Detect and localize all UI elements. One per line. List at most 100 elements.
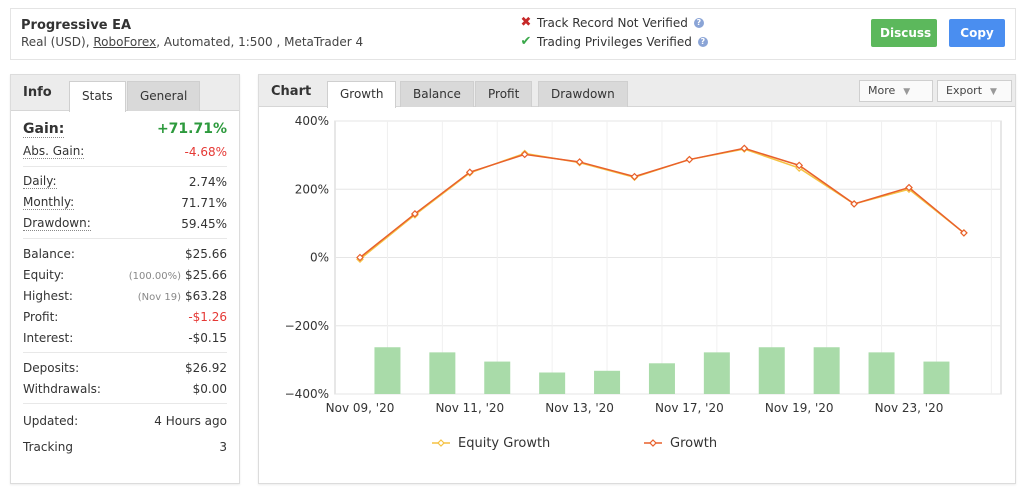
series-point	[740, 144, 749, 153]
equity-row: Equity: (100.00%) $25.66	[23, 264, 227, 285]
bar	[758, 347, 785, 394]
y-tick-label: −200%	[285, 319, 329, 333]
x-tick-label: Nov 13, '20	[545, 401, 614, 415]
export-dropdown[interactable]: Export ▼	[937, 80, 1012, 102]
equity-value: $25.66	[185, 267, 227, 282]
bar	[703, 352, 730, 394]
withdrawals-value: $0.00	[192, 381, 227, 396]
bar	[484, 361, 511, 394]
deposits-value: $26.92	[185, 360, 227, 375]
bar	[374, 347, 401, 394]
tracking-row: Tracking 3	[23, 434, 227, 460]
discuss-button[interactable]: Discuss	[871, 19, 937, 47]
help-icon[interactable]: ?	[693, 17, 704, 28]
divider	[23, 352, 227, 353]
info-tabbar: Info Stats General	[11, 75, 239, 112]
x-tick-label: Nov 19, '20	[765, 401, 834, 415]
cross-icon: ✖	[520, 15, 532, 30]
monthly-label: Monthly:	[23, 195, 75, 210]
divider	[23, 238, 227, 239]
series-point	[795, 161, 804, 170]
interest-value: -$0.15	[188, 330, 227, 345]
deposits-label: Deposits:	[23, 360, 80, 375]
drawdown-value: 59.45%	[181, 216, 227, 231]
updated-row: Updated: 4 Hours ago	[23, 408, 227, 434]
x-tick-label: Nov 11, '20	[435, 401, 504, 415]
chevron-down-icon: ▼	[903, 87, 911, 97]
series-point	[685, 155, 694, 164]
bar	[539, 372, 566, 394]
balance-row: Balance: $25.66	[23, 243, 227, 264]
series-point	[356, 253, 364, 262]
bar	[923, 361, 950, 394]
legend-label: Equity Growth	[458, 436, 550, 451]
bar	[648, 363, 675, 394]
tracking-value: 3	[219, 440, 227, 454]
divider	[23, 166, 227, 167]
highest-value: $63.28	[185, 288, 227, 303]
bar	[594, 370, 621, 394]
abs-gain-label: Abs. Gain:	[23, 144, 85, 159]
bar	[813, 347, 840, 394]
equity-note: (100.00%)	[128, 270, 181, 282]
balance-label: Balance:	[23, 246, 75, 261]
monthly-row: Monthly: 71.71%	[23, 192, 227, 213]
more-dropdown[interactable]: More ▼	[859, 80, 933, 102]
info-label: Info	[23, 85, 52, 100]
account-header: Progressive EA Real (USD), RoboForex, Au…	[10, 8, 1016, 60]
balance-value: $25.66	[185, 246, 227, 261]
y-tick-label: 400%	[295, 114, 329, 128]
chevron-down-icon: ▼	[990, 87, 997, 97]
series-point	[411, 209, 419, 218]
series-point	[960, 229, 968, 237]
daily-row: Daily: 2.74%	[23, 171, 227, 192]
highest-value-group: (Nov 19) $63.28	[138, 289, 227, 303]
abs-gain-row: Abs. Gain: -4.68%	[23, 141, 227, 162]
account-subtitle: Real (USD), RoboForex, Automated, 1:500 …	[21, 35, 363, 49]
tracking-label: Tracking	[23, 440, 73, 454]
bar	[868, 352, 895, 394]
help-icon[interactable]: ?	[697, 36, 708, 47]
series-point	[520, 150, 529, 159]
tab-drawdown[interactable]: Drawdown	[538, 81, 628, 107]
legend-marker	[649, 439, 657, 447]
abs-gain-value: -4.68%	[184, 144, 227, 159]
monthly-value: 71.71%	[181, 195, 227, 210]
check-icon: ✔	[520, 34, 532, 49]
stats-list: Gain: +71.71% Abs. Gain: -4.68% Daily: 2…	[11, 117, 239, 460]
tab-profit[interactable]: Profit	[475, 81, 533, 107]
daily-label: Daily:	[23, 174, 57, 189]
export-label: Export	[946, 84, 983, 97]
gain-label: Gain:	[23, 120, 65, 138]
profit-label: Profit:	[23, 309, 59, 324]
account-details: , Automated, 1:500 , MetaTrader 4	[156, 35, 364, 49]
x-tick-label: Nov 09, '20	[326, 401, 395, 415]
interest-label: Interest:	[23, 330, 74, 345]
series-point	[905, 183, 913, 192]
withdrawals-row: Withdrawals: $0.00	[23, 378, 227, 399]
trading-privileges-status: ✔ Trading Privileges Verified ?	[519, 34, 708, 49]
broker-link[interactable]: RoboForex	[93, 35, 157, 49]
daily-value: 2.74%	[188, 174, 227, 189]
withdrawals-label: Withdrawals:	[23, 381, 101, 396]
tab-growth[interactable]: Growth	[327, 81, 397, 108]
x-tick-label: Nov 23, '20	[875, 401, 944, 415]
series-point	[850, 200, 858, 208]
track-record-label: Track Record Not Verified	[537, 15, 688, 30]
series-line	[359, 147, 965, 259]
tab-general[interactable]: General	[127, 81, 201, 111]
highest-row: Highest: (Nov 19) $63.28	[23, 285, 227, 306]
tab-balance[interactable]: Balance	[400, 81, 474, 107]
drawdown-row: Drawdown: 59.45%	[23, 213, 227, 234]
highest-note: (Nov 19)	[137, 291, 181, 303]
info-panel: Info Stats General Gain: +71.71% Abs. Ga…	[10, 74, 240, 484]
chart-label: Chart	[271, 84, 312, 99]
y-tick-label: 200%	[295, 182, 329, 196]
tab-stats[interactable]: Stats	[69, 81, 126, 112]
copy-button[interactable]: Copy	[949, 19, 1005, 47]
account-type: Real (USD),	[21, 35, 90, 49]
y-tick-label: 0%	[310, 251, 329, 265]
gain-value: +71.71%	[156, 121, 227, 137]
equity-value-group: (100.00%) $25.66	[129, 268, 227, 282]
series-point	[465, 168, 474, 177]
